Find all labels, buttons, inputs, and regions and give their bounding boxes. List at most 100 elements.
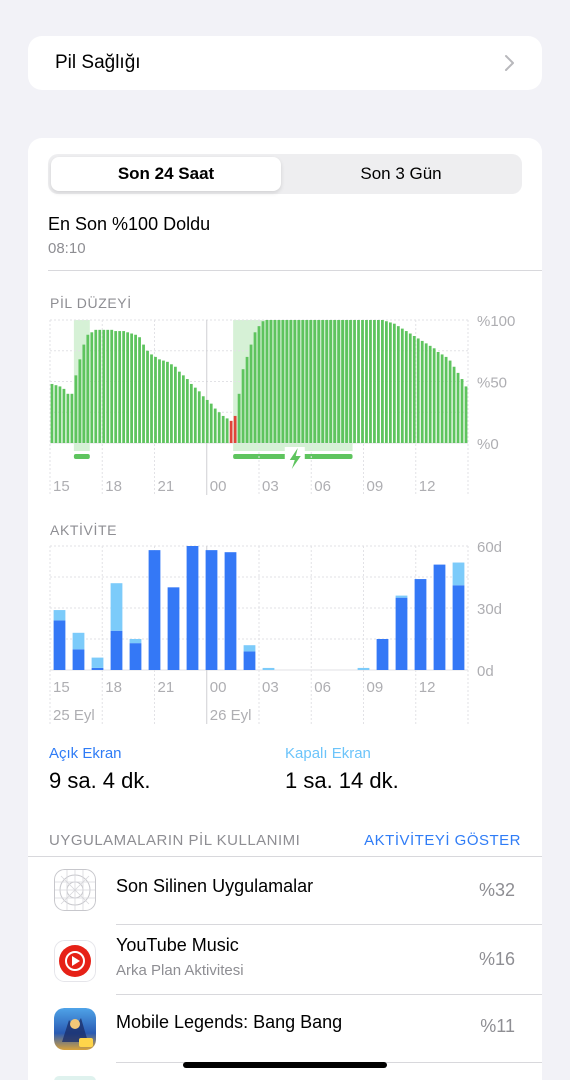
battery-bar: [110, 329, 114, 443]
screen-off-bar: [452, 562, 465, 586]
x-tick-label: 15: [53, 679, 70, 696]
battery-bar: [396, 326, 400, 443]
battery-health-row[interactable]: Pil Sağlığı: [28, 36, 542, 90]
screen-on-bar: [91, 667, 104, 670]
x-tick-label: 03: [262, 478, 279, 495]
battery-bar: [50, 383, 54, 443]
battery-bar: [285, 320, 289, 443]
battery-bar: [293, 320, 297, 443]
battery-bar: [146, 350, 149, 443]
battery-bar: [118, 331, 122, 443]
battery-bar: [166, 361, 169, 443]
show-activity-button[interactable]: AKTİVİTEYİ GÖSTER: [364, 832, 521, 849]
battery-bar: [400, 328, 404, 443]
segment-last-24-hours[interactable]: Son 24 Saat: [51, 157, 281, 191]
battery-bar: [353, 320, 356, 443]
battery-bar: [241, 369, 245, 443]
app-usage-title: UYGULAMALARIN PİL KULLANIMI: [49, 832, 301, 849]
battery-bar: [325, 320, 329, 443]
x-tick-label: 03: [262, 679, 279, 696]
battery-bar: [217, 412, 221, 443]
battery-bar: [209, 403, 213, 443]
battery-bar: [162, 360, 165, 443]
battery-bar: [197, 391, 201, 443]
date-label: 25 Eyl: [53, 707, 95, 724]
period-segmented-control: Son 24 Saat Son 3 Gün: [48, 154, 522, 194]
screen-on-bar: [186, 546, 199, 670]
battery-bar: [257, 326, 261, 443]
battery-bar: [261, 321, 265, 443]
charging-bolt-icon: [289, 448, 301, 469]
last-charge-title: En Son %100 Doldu: [48, 214, 211, 234]
screen-on-bar: [110, 630, 123, 670]
battery-bar: [381, 320, 384, 443]
x-tick-label: 12: [419, 679, 436, 696]
y-tick-label: %100: [477, 313, 515, 330]
app-row-youtube-music[interactable]: YouTube Music Arka Plan Aktivitesi %16: [28, 925, 542, 995]
screen-off-bar: [53, 610, 66, 621]
screen-on-bar: [395, 597, 408, 670]
divider: [28, 856, 542, 857]
battery-bar: [385, 321, 388, 443]
chevron-right-icon: [505, 55, 514, 71]
divider: [116, 924, 542, 925]
app-percent: %32: [478, 880, 515, 900]
battery-bar: [444, 356, 448, 443]
segment-last-3-days[interactable]: Son 3 Gün: [360, 164, 442, 183]
battery-bar: [86, 334, 90, 443]
app-percent: %11: [480, 1016, 515, 1036]
battery-bar: [102, 329, 106, 443]
mobile-legends-icon: [54, 1008, 96, 1050]
battery-bar: [369, 320, 372, 443]
battery-bar: [138, 337, 141, 443]
charging-indicator: [73, 454, 90, 459]
last-charge-time: 08:10: [48, 240, 86, 257]
y-tick-label: 0d: [477, 663, 494, 680]
x-tick-label: 12: [419, 478, 436, 495]
screen-on-bar: [53, 620, 66, 670]
battery-bar: [174, 366, 177, 443]
home-indicator[interactable]: [183, 1062, 387, 1068]
youtube-music-icon: [54, 940, 96, 982]
battery-bar: [221, 415, 225, 443]
x-tick-label: 00: [210, 679, 227, 696]
battery-bar: [225, 418, 229, 443]
battery-bar: [452, 366, 456, 443]
battery-bar: [428, 345, 432, 443]
battery-bar: [277, 320, 281, 443]
app-row-deleted-apps[interactable]: Son Silinen Uygulamalar %32: [28, 857, 542, 927]
app-subtitle: Arka Plan Aktivitesi: [116, 962, 244, 979]
date-label: 26 Eyl: [210, 707, 252, 724]
battery-bar: [74, 375, 78, 443]
battery-bar: [440, 354, 444, 443]
battery-bar: [177, 371, 181, 443]
battery-bar: [213, 408, 217, 443]
screen-on-bar: [129, 643, 142, 670]
screen-off-bar: [129, 639, 142, 644]
deleted-apps-icon: [54, 869, 96, 911]
screen-off-bar: [110, 583, 123, 631]
battery-bar: [142, 344, 145, 443]
battery-bar: [329, 320, 333, 443]
app-name: Son Silinen Uygulamalar: [116, 876, 314, 896]
battery-bar: [58, 386, 62, 443]
y-tick-label: %0: [477, 436, 499, 453]
app-row-mobile-legends[interactable]: Mobile Legends: Bang Bang %11: [28, 995, 542, 1065]
battery-bar: [114, 331, 118, 443]
battery-bar: [273, 320, 277, 443]
battery-bar: [253, 332, 257, 443]
battery-bar: [436, 351, 440, 443]
screen-on-label: Açık Ekran: [49, 745, 122, 762]
x-tick-label: 21: [158, 478, 175, 495]
screen-off-bar: [72, 632, 85, 650]
battery-bar: [432, 348, 436, 443]
battery-health-label: Pil Sağlığı: [55, 52, 141, 73]
screen-off-bar: [91, 657, 104, 668]
battery-bar: [341, 320, 344, 443]
battery-usage-card: Son 24 Saat Son 3 Gün En Son %100 Doldu …: [28, 138, 542, 1080]
battery-bar: [313, 320, 317, 443]
screen-off-label: Kapalı Ekran: [285, 745, 371, 762]
screen-on-bar: [167, 587, 180, 670]
battery-bar: [249, 344, 253, 443]
battery-bar: [345, 320, 348, 443]
